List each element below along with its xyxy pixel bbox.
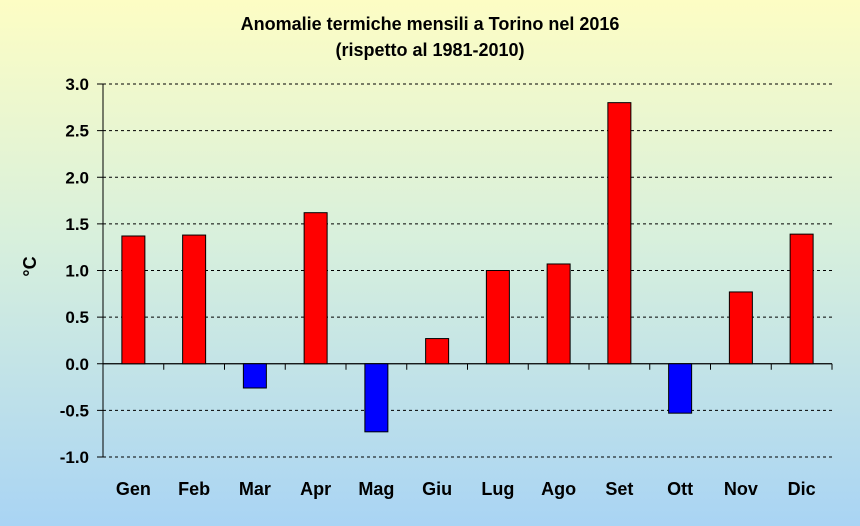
- bar-apr: [303, 212, 328, 365]
- x-category-label: Nov: [724, 479, 758, 499]
- x-category-label: Dic: [788, 479, 816, 499]
- y-tick-label: 2.0: [65, 168, 89, 187]
- y-tick-label: -0.5: [60, 401, 89, 420]
- x-category-label: Apr: [300, 479, 331, 499]
- bar-ott: [668, 363, 693, 414]
- bar-lug: [485, 270, 510, 365]
- x-category-label: Set: [605, 479, 633, 499]
- x-category-label: Mag: [358, 479, 394, 499]
- x-category-label: Feb: [178, 479, 210, 499]
- bar-set: [607, 102, 632, 365]
- x-category-label: Gen: [116, 479, 151, 499]
- y-tick-label: 1.5: [65, 215, 89, 234]
- bar-dic: [789, 233, 814, 365]
- chart-title: Anomalie termiche mensili a Torino nel 2…: [240, 14, 620, 34]
- bar-gen: [121, 235, 146, 365]
- x-category-label: Mar: [239, 479, 271, 499]
- y-tick-label: 0.5: [65, 308, 89, 327]
- x-category-label: Ago: [541, 479, 576, 499]
- chart-subtitle: (rispetto al 1981-2010): [335, 40, 525, 60]
- bar-nov: [728, 291, 753, 365]
- bar-giu: [425, 338, 450, 365]
- y-tick-label: -1.0: [60, 448, 89, 467]
- bar-mag: [364, 363, 389, 433]
- bar-ago: [546, 263, 571, 365]
- y-tick-label: 1.0: [65, 262, 89, 281]
- y-axis-label: °C: [20, 256, 40, 276]
- x-category-label: Ott: [667, 479, 693, 499]
- x-category-label: Giu: [422, 479, 452, 499]
- bar-feb: [182, 234, 207, 365]
- y-tick-label: 3.0: [65, 75, 89, 94]
- bar-mar: [242, 363, 267, 389]
- x-category-label: Lug: [481, 479, 514, 499]
- y-tick-label: 0.0: [65, 355, 89, 374]
- y-tick-label: 2.5: [65, 122, 89, 141]
